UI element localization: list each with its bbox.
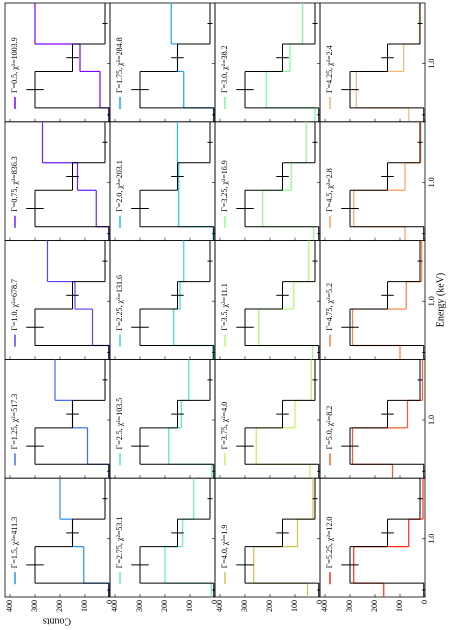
panel-frame — [109, 121, 216, 242]
panel-frame — [214, 358, 321, 479]
x-tick-label: 1.0 — [427, 59, 436, 69]
y-tick-label: 200 — [55, 600, 64, 612]
y-tick-label: 0 — [105, 600, 114, 604]
y-tick-label: 100 — [80, 600, 89, 612]
legend-label: Γ=2.25, χ²=131.6 — [115, 275, 124, 331]
legend-label: Γ=0.5, χ²=1003.9 — [10, 37, 19, 93]
x-tick-label: 1.0 — [427, 177, 436, 187]
legend-label: Γ=2.5, χ²=103.5 — [115, 398, 124, 450]
panel-frame — [4, 121, 111, 242]
y-axis-label: Counts — [43, 616, 71, 627]
y-tick-label: 200 — [370, 600, 379, 612]
x-tick-label: 1.0 — [427, 534, 436, 544]
panel-frame — [109, 477, 216, 598]
legend-label: Γ=1.75, χ²=284.8 — [115, 37, 124, 93]
panel-frame — [109, 240, 216, 360]
panel-frame — [4, 477, 111, 598]
panel-frame — [109, 2, 216, 123]
y-tick-label: 400 — [320, 600, 329, 612]
y-tick-label: 300 — [240, 600, 249, 612]
legend-label: Γ=0.75, χ²=836.3 — [10, 156, 19, 212]
y-tick-label: 300 — [30, 600, 39, 612]
legend-label: Γ=3.25, χ²=16.9 — [220, 160, 229, 212]
y-tick-label: 0 — [210, 600, 219, 604]
panel-frame — [214, 121, 321, 242]
y-tick-label: 300 — [135, 600, 144, 612]
legend-label: Γ=4.5, χ²=2.8 — [325, 168, 334, 212]
x-tick-label: 1.0 — [427, 296, 436, 306]
legend-label: Γ=4.75, χ²=5.2 — [325, 283, 334, 331]
y-tick-label: 400 — [110, 600, 119, 612]
y-tick-label: 100 — [290, 600, 299, 612]
legend-label: Γ=3.0, χ²=38.2 — [220, 45, 229, 93]
x-axis-label: Energy (keV) — [435, 273, 446, 328]
panel-frame — [319, 477, 426, 598]
y-tick-label: 0 — [315, 600, 324, 604]
y-tick-label: 400 — [215, 600, 224, 612]
panel-frame — [4, 358, 111, 479]
legend-label: Γ=5.0, χ²=8.2 — [325, 406, 334, 450]
legend-label: Γ=1.25, χ²=517.3 — [10, 394, 19, 450]
legend-label: Γ=2.0, χ²=203.1 — [115, 160, 124, 212]
panel-frame — [319, 358, 426, 479]
legend-label: Γ=2.75, χ²=53.1 — [115, 517, 124, 569]
legend-label: Γ=4.25, χ²=2.4 — [325, 45, 334, 93]
legend-label: Γ=1.0, χ²=678.7 — [10, 279, 19, 331]
legend-label: Γ=4.0, χ²=1.9 — [220, 525, 229, 569]
panel-frame — [109, 358, 216, 479]
panel-frame — [214, 2, 321, 123]
y-tick-label: 300 — [345, 600, 354, 612]
panel-frame — [214, 240, 321, 360]
y-tick-label: 400 — [5, 600, 14, 612]
legend-label: Γ=1.5, χ²=411.3 — [10, 517, 19, 568]
y-tick-label: 0 — [420, 600, 429, 604]
panel-frame — [319, 240, 426, 360]
y-tick-label: 200 — [160, 600, 169, 612]
panel-frame — [4, 2, 111, 123]
y-tick-label: 100 — [185, 600, 194, 612]
legend-label: Γ=3.75, χ²=4.0 — [220, 402, 229, 450]
legend-label: Γ=5.25, χ²=12.0 — [325, 517, 334, 569]
y-tick-label: 200 — [265, 600, 274, 612]
panel-frame — [319, 121, 426, 242]
panel-frame — [4, 240, 111, 360]
y-tick-label: 100 — [395, 600, 404, 612]
panel-frame — [319, 2, 426, 123]
rotated-frame: Γ=0.5, χ²=1003.9 Γ=0.75, χ²=836.3 Γ=1.0, χ… — [4, 2, 446, 627]
x-tick-label: 1.0 — [427, 415, 436, 425]
legend-label: Γ=3.5, χ²=11.1 — [220, 283, 229, 330]
panel-frame — [214, 477, 321, 598]
